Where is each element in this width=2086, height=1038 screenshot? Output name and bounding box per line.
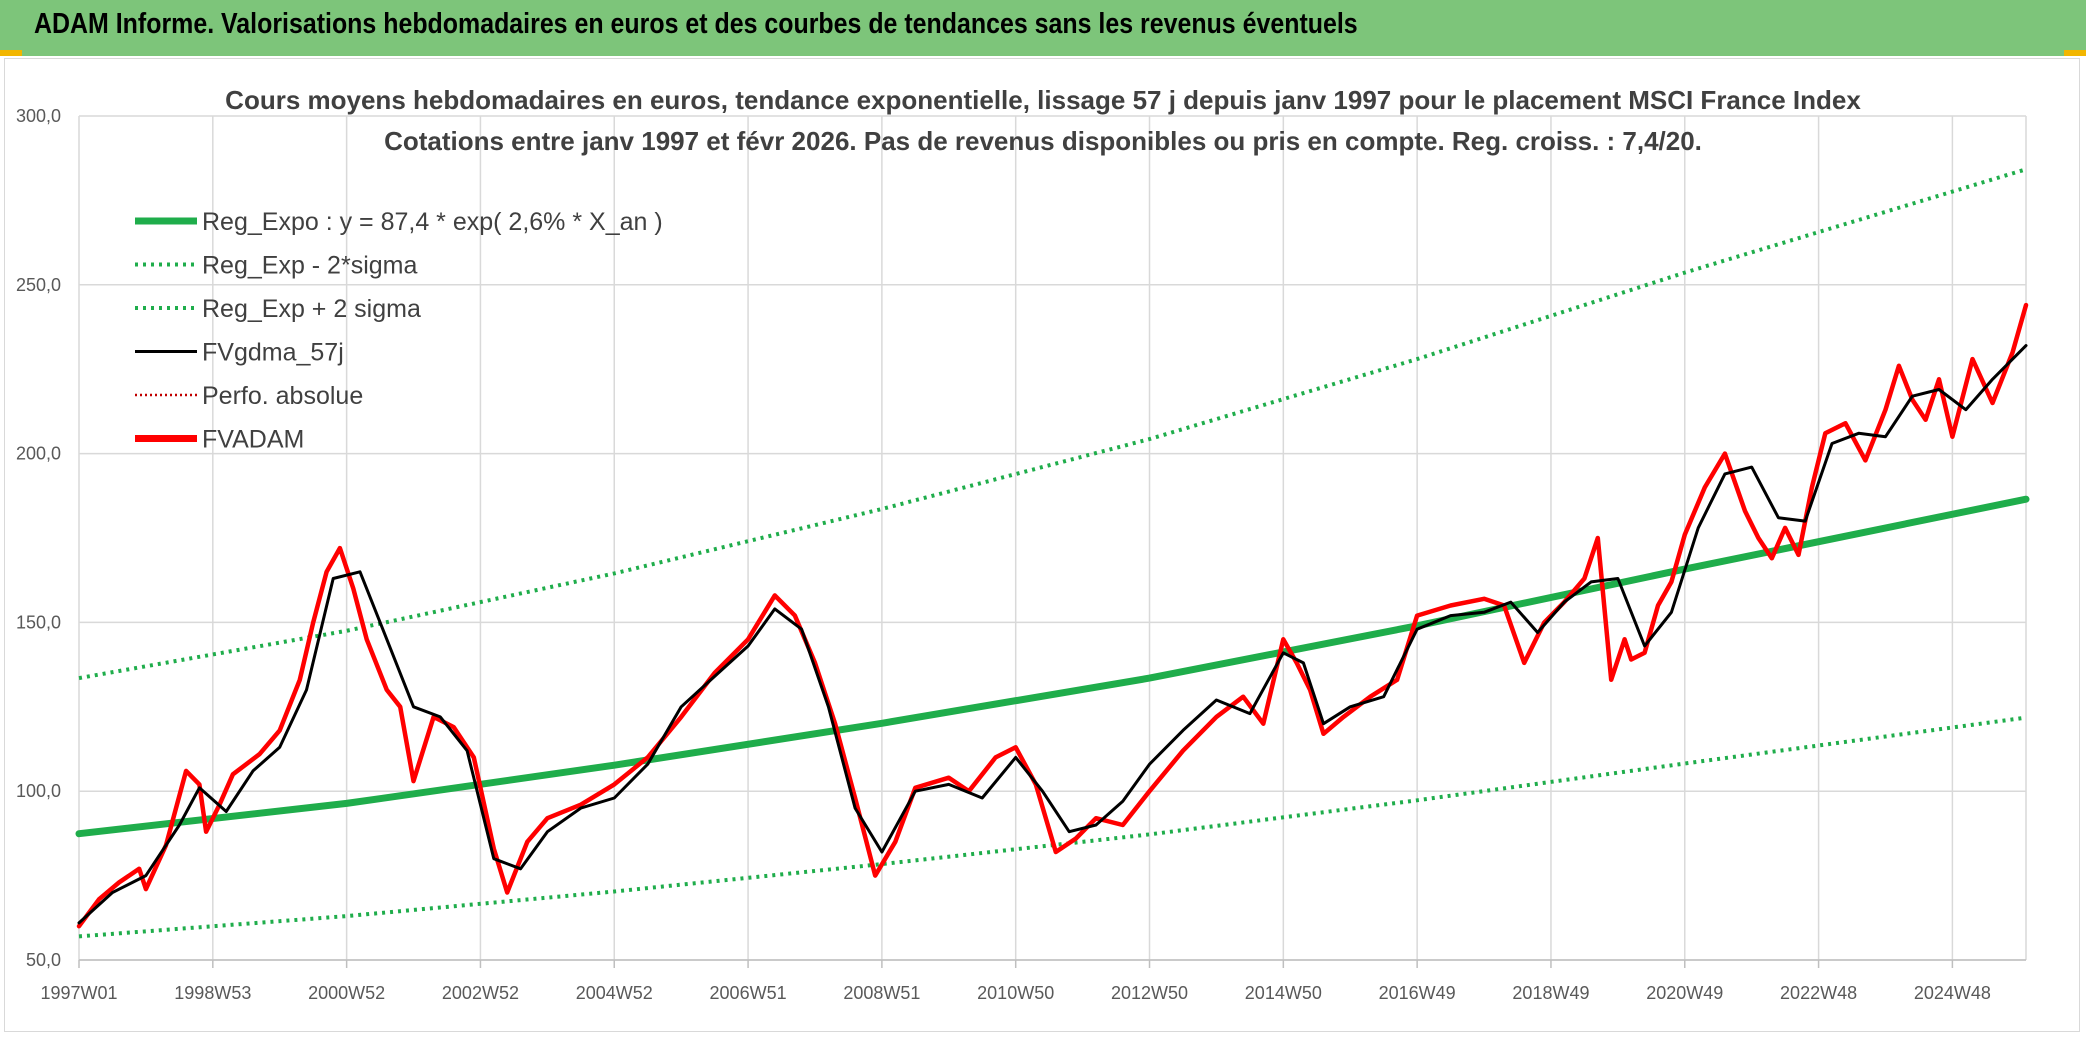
x-tick-label: 2002W52 xyxy=(442,983,519,1003)
legend-label: Reg_Expo : y = 87,4 * exp( 2,6% * X_an ) xyxy=(202,208,663,236)
gridlines xyxy=(78,115,2027,961)
y-tick-label: 150,0 xyxy=(16,612,61,632)
series-line-fvgdma-57j xyxy=(77,344,2028,925)
legend-label: Reg_Exp + 2 sigma xyxy=(202,295,421,323)
y-tick-label: 300,0 xyxy=(16,106,61,126)
chart-subtitle: Cotations entre janv 1997 et févr 2026. … xyxy=(384,126,1702,156)
page-title: ADAM Informe. Valorisations hebdomadaire… xyxy=(34,8,1358,40)
chart-title: Cours moyens hebdomadaires en euros, ten… xyxy=(225,85,1861,115)
x-tick-label: 2010W50 xyxy=(977,983,1054,1003)
x-tick-label: 1998W53 xyxy=(174,983,251,1003)
x-tick-label: 2024W48 xyxy=(1914,983,1991,1003)
x-tick-label: 2018W49 xyxy=(1512,983,1589,1003)
x-axis: 1997W01 1998W53 2000W52 2002W52 2004W52 2006W… xyxy=(40,959,2026,1003)
y-tick-label: 50,0 xyxy=(26,950,61,970)
x-tick-label: 2006W51 xyxy=(710,983,787,1003)
series-line-fvadam xyxy=(76,302,2029,929)
left-accent-bar xyxy=(0,50,22,56)
legend: Reg_Expo : y = 87,4 * exp( 2,6% * X_an )… xyxy=(135,208,663,454)
legend-label: Reg_Exp - 2*sigma xyxy=(202,252,417,280)
chart-frame xyxy=(4,58,2080,1032)
plot-series xyxy=(75,167,2030,939)
x-tick-label: 2008W51 xyxy=(843,983,920,1003)
legend-label: Perfo. absolue xyxy=(202,382,363,410)
series-line-reg-expo-y-87-4-exp-2-6-x-an xyxy=(75,495,2030,838)
x-tick-label: 2000W52 xyxy=(308,983,385,1003)
x-tick-label: 2020W49 xyxy=(1646,983,1723,1003)
x-tick-label: 2004W52 xyxy=(576,983,653,1003)
y-tick-label: 200,0 xyxy=(16,444,61,464)
y-axis: 50,0 100,0 150,0 200,0 250,0 300,0 xyxy=(16,106,61,970)
x-tick-label: 2022W48 xyxy=(1780,983,1857,1003)
x-tick-label: 2016W49 xyxy=(1379,983,1456,1003)
series-line-reg-exp-2-sigma xyxy=(78,715,2027,939)
legend-label: FVgdma_57j xyxy=(202,339,344,367)
y-tick-label: 100,0 xyxy=(16,781,61,801)
y-tick-label: 250,0 xyxy=(16,275,61,295)
x-tick-label: 2014W50 xyxy=(1245,983,1322,1003)
legend-label: FVADAM xyxy=(202,426,304,454)
x-tick-label: 2012W50 xyxy=(1111,983,1188,1003)
title-banner: ADAM Informe. Valorisations hebdomadaire… xyxy=(0,0,2086,56)
right-accent-bar xyxy=(2064,50,2086,56)
x-tick-label: 1997W01 xyxy=(40,983,117,1003)
